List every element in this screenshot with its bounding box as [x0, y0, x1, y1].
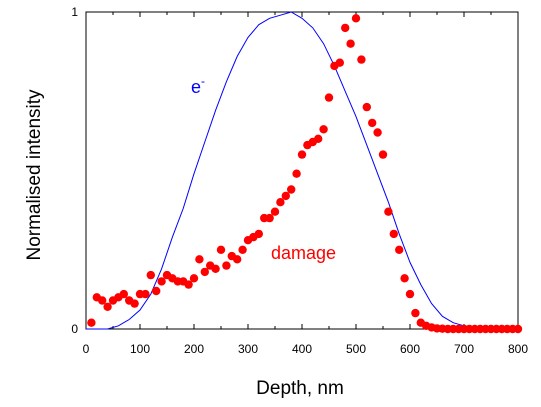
series-line-e: [86, 11, 518, 330]
damage-point: [513, 324, 523, 334]
x-tick-label: 300: [238, 342, 258, 356]
damage-point: [222, 261, 231, 270]
damage-point: [287, 185, 296, 194]
damage-point: [216, 245, 226, 254]
damage-point: [373, 128, 382, 137]
damage-point: [119, 289, 128, 299]
damage-point: [400, 274, 409, 283]
damage-point: [405, 289, 415, 299]
damage-point: [152, 286, 161, 296]
damage-point: [200, 267, 209, 277]
damage-point: [184, 280, 193, 289]
damage-point: [292, 169, 301, 178]
damage-point: [276, 198, 285, 207]
plot-frame: [85, 11, 519, 330]
y-axis-title: Normalised intensity: [24, 89, 45, 261]
damage-point: [335, 58, 344, 67]
damage-point: [265, 213, 274, 223]
x-tick-label: 200: [184, 342, 204, 356]
damage-point: [98, 296, 107, 305]
damage-point: [281, 191, 290, 201]
x-tick-label: 800: [508, 342, 528, 356]
damage-point: [319, 125, 328, 134]
damage-point: [357, 55, 366, 64]
x-tick-label: 600: [400, 342, 420, 356]
damage-point: [233, 255, 242, 264]
damage-point: [103, 302, 112, 311]
y-tick-labels: 01: [71, 5, 78, 336]
damage-point: [362, 102, 371, 112]
damage-point: [270, 207, 280, 216]
damage-point: [195, 255, 204, 264]
x-tick-label: 700: [454, 342, 474, 356]
y-tick-label: 1: [71, 5, 78, 19]
damage-point: [341, 23, 350, 33]
damage-point: [297, 150, 307, 159]
x-tick-labels: 0 100 200 300 400 500 600 700 800: [83, 342, 529, 356]
damage-point: [211, 264, 220, 273]
x-tick-label: 0: [83, 342, 90, 356]
series-points-damage: [87, 14, 523, 334]
damage-point: [389, 229, 398, 239]
damage-point: [141, 289, 150, 299]
damage-point: [157, 277, 166, 286]
x-tick-label: 100: [130, 342, 150, 356]
damage-point: [146, 270, 155, 280]
x-axis-title: Depth, nm: [256, 378, 344, 399]
damage-point: [189, 274, 199, 283]
damage-point: [411, 308, 420, 318]
x-tick-label: 500: [346, 342, 366, 356]
damage-point: [384, 207, 393, 216]
damage-point: [368, 118, 377, 128]
damage-point: [378, 150, 388, 159]
damage-point: [395, 245, 404, 254]
damage-point: [351, 14, 361, 23]
damage-point: [238, 245, 247, 254]
damage-point: [87, 318, 96, 327]
damage-point: [314, 134, 323, 143]
damage-point: [130, 299, 139, 308]
damage-point: [346, 39, 355, 48]
x-tick-label: 400: [292, 342, 312, 356]
damage-point: [254, 229, 263, 239]
series-label-e: e-: [191, 74, 205, 97]
axis-ticks: [85, 11, 519, 330]
y-tick-label: 0: [71, 322, 78, 336]
damage-point: [324, 93, 334, 102]
series-label-damage: damage: [271, 243, 336, 263]
